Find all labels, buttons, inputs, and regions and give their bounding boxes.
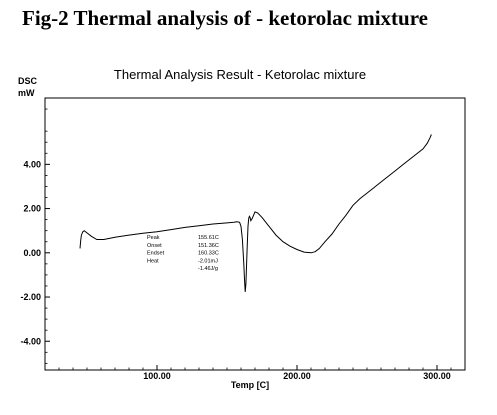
annotation-label: Heat xyxy=(147,258,159,264)
annotation-label: Endset xyxy=(147,251,165,257)
x-axis-label: Temp [C] xyxy=(231,380,269,390)
y-unit-label-bottom: mW xyxy=(18,88,35,98)
annotation-value: -1.46J/g xyxy=(198,266,218,272)
y-unit-label-top: DSC xyxy=(18,76,38,86)
y-axis-ticks: 4.00 2.00 0.00 -2.00 -4.00 xyxy=(20,108,50,364)
y-tick-label: 2.00 xyxy=(23,204,41,214)
x-axis-ticks: 100.00 200.00 300.00 xyxy=(58,365,452,381)
x-tick-label: 300.00 xyxy=(423,371,451,381)
peak-annotation-block: Peak 155.61C Onset 151.36C Endset 160.33C Heat… xyxy=(147,235,219,272)
y-tick-label: -2.00 xyxy=(20,292,41,302)
figure-caption: Fig-2 Thermal analysis of - ketorolac mi… xyxy=(22,6,428,30)
y-tick-label: 0.00 xyxy=(23,248,41,258)
annotation-label: Peak xyxy=(147,235,160,241)
annotation-value: 155.61C xyxy=(198,235,219,241)
x-tick-label: 100.00 xyxy=(143,371,171,381)
y-tick-label: -4.00 xyxy=(20,336,41,346)
x-tick-label: 200.00 xyxy=(283,371,311,381)
annotation-label: Onset xyxy=(147,243,162,249)
dsc-curve-line xyxy=(79,134,432,292)
annotation-value: -2.01mJ xyxy=(198,258,218,264)
y-tick-label: 4.00 xyxy=(23,159,41,169)
annotation-value: 151.36C xyxy=(198,243,219,249)
chart-title: Thermal Analysis Result - Ketorolac mixt… xyxy=(114,67,366,82)
annotation-value: 160.33C xyxy=(198,251,219,257)
plot-frame xyxy=(44,97,466,371)
